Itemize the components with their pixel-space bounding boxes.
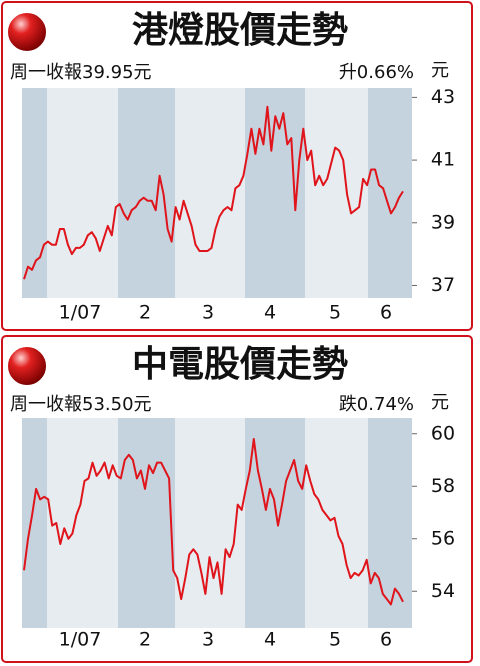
x-tick-label: 6	[380, 302, 392, 324]
month-band	[118, 88, 175, 298]
month-band	[305, 88, 368, 298]
y-tick-label: 39	[431, 211, 455, 233]
x-tick-label: 4	[264, 629, 276, 651]
month-band	[22, 88, 47, 298]
y-tick-label: 60	[431, 422, 455, 444]
x-tick-label: 3	[202, 302, 214, 324]
month-band	[175, 88, 245, 298]
chart-title: 港燈股價走勢	[132, 10, 348, 51]
x-tick-label: 3	[202, 629, 214, 651]
title-icon	[6, 345, 48, 387]
unit-label: 元	[431, 392, 449, 413]
month-band	[175, 418, 245, 628]
unit-label: 元	[431, 60, 449, 81]
x-tick-label: 6	[380, 629, 392, 651]
month-band	[245, 418, 305, 628]
chart-title: 中電股價走勢	[132, 344, 348, 385]
x-tick-label: 2	[139, 629, 151, 651]
panel-border	[1, 1, 473, 331]
y-tick-label: 41	[431, 149, 455, 171]
y-tick-label: 56	[431, 527, 455, 549]
x-tick-label: 4	[264, 302, 276, 324]
x-tick-label: 5	[329, 629, 341, 651]
x-tick-label: 1/07	[59, 302, 102, 324]
month-band	[22, 418, 47, 628]
y-tick-label: 58	[431, 475, 455, 497]
title-icon	[6, 11, 48, 53]
month-band	[368, 418, 412, 628]
y-tick-label: 37	[431, 274, 455, 296]
price-line	[23, 105, 404, 280]
month-band	[118, 418, 175, 628]
x-tick-label: 5	[329, 302, 341, 324]
y-tick-label: 43	[431, 86, 455, 108]
panel-border	[1, 335, 473, 663]
x-tick-label: 1/07	[59, 629, 102, 651]
change: 跌0.74%	[339, 394, 414, 415]
month-band	[368, 88, 412, 298]
y-tick-label: 54	[431, 580, 455, 602]
month-band	[47, 88, 118, 298]
subtitle: 周一收報39.95元	[10, 62, 152, 83]
price-line	[23, 438, 404, 606]
subtitle: 周一收報53.50元	[10, 394, 152, 415]
month-band	[47, 418, 118, 628]
change: 升0.66%	[339, 62, 414, 83]
x-tick-label: 2	[139, 302, 151, 324]
